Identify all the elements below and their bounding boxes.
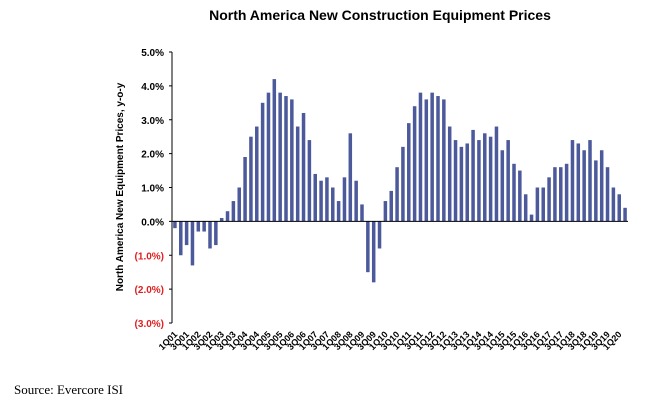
bar bbox=[231, 201, 236, 222]
bar bbox=[214, 221, 218, 246]
bar bbox=[284, 96, 288, 222]
bar bbox=[611, 187, 616, 222]
bar bbox=[535, 187, 540, 222]
bar bbox=[354, 180, 358, 222]
bar bbox=[477, 140, 481, 222]
bar bbox=[208, 221, 212, 249]
bar bbox=[179, 221, 183, 256]
bar bbox=[237, 187, 241, 222]
chart-title: North America New Construction Equipment… bbox=[209, 7, 551, 23]
bar bbox=[418, 92, 423, 222]
y-tick-label: 1.0% bbox=[141, 184, 164, 195]
bar bbox=[190, 221, 195, 266]
bar bbox=[202, 221, 206, 232]
y-tick-label: 2.0% bbox=[141, 150, 164, 161]
bar bbox=[459, 146, 464, 222]
bar bbox=[500, 150, 505, 222]
bar bbox=[512, 163, 516, 222]
x-axis-ticks: 1Q013Q011Q023Q021Q033Q031Q043Q041Q053Q05… bbox=[157, 329, 624, 352]
bar bbox=[453, 140, 458, 222]
bar bbox=[272, 79, 277, 222]
bar bbox=[360, 204, 364, 222]
y-axis-label: North America New Equipment Prices, y-o-… bbox=[115, 82, 126, 291]
bar bbox=[295, 126, 300, 222]
bar bbox=[401, 146, 405, 222]
bar bbox=[488, 136, 493, 222]
y-tick-label: (1.0%) bbox=[135, 251, 164, 262]
bar bbox=[407, 123, 411, 222]
bar bbox=[494, 126, 499, 222]
bar bbox=[377, 221, 382, 249]
bar bbox=[605, 167, 610, 222]
bar bbox=[529, 214, 534, 222]
bar bbox=[331, 187, 335, 222]
bar bbox=[255, 126, 259, 222]
y-tick-label: (2.0%) bbox=[135, 285, 164, 296]
bar bbox=[547, 177, 551, 222]
bar bbox=[594, 160, 598, 222]
y-tick-label: 4.0% bbox=[141, 82, 164, 93]
y-tick-label: 5.0% bbox=[141, 48, 164, 59]
bar bbox=[471, 129, 475, 222]
bar bbox=[325, 177, 329, 222]
bar bbox=[424, 99, 429, 222]
bar bbox=[553, 167, 557, 222]
bar bbox=[623, 207, 627, 222]
bar bbox=[260, 102, 265, 222]
bar bbox=[184, 221, 189, 246]
bar bbox=[483, 133, 487, 222]
bar bbox=[196, 221, 201, 232]
bar bbox=[313, 173, 317, 222]
bar bbox=[249, 136, 253, 222]
bar bbox=[342, 177, 347, 222]
bar bbox=[564, 163, 569, 222]
bar bbox=[173, 221, 177, 229]
bar bbox=[219, 217, 224, 222]
bar bbox=[436, 96, 440, 222]
bar bbox=[290, 99, 294, 222]
bar bbox=[348, 133, 353, 222]
bar bbox=[541, 187, 545, 222]
bar bbox=[599, 150, 604, 222]
bar bbox=[307, 140, 312, 222]
bar bbox=[617, 194, 621, 222]
y-tick-label: 3.0% bbox=[141, 116, 164, 127]
y-tick-label: 0.0% bbox=[141, 217, 164, 228]
bar bbox=[412, 106, 417, 222]
bar bbox=[336, 201, 341, 222]
bar bbox=[243, 157, 247, 222]
bar bbox=[278, 92, 282, 222]
bar bbox=[266, 92, 271, 222]
bar bbox=[518, 170, 522, 222]
bar bbox=[523, 194, 528, 222]
bar-series bbox=[173, 79, 627, 283]
source-note: Source: Evercore ISI bbox=[14, 382, 124, 397]
bar bbox=[465, 143, 469, 222]
bar bbox=[559, 167, 563, 222]
bar bbox=[576, 143, 581, 222]
bar bbox=[430, 92, 434, 222]
bar bbox=[225, 211, 230, 222]
bar bbox=[389, 190, 393, 222]
bar bbox=[588, 140, 592, 222]
bar bbox=[383, 201, 388, 222]
bar bbox=[366, 221, 370, 273]
bar bbox=[371, 221, 376, 283]
y-axis-ticks: 5.0% 4.0% 3.0% 2.0% 1.0% 0.0% (1.0%) (2.0%) (3.0… bbox=[135, 48, 172, 330]
y-tick-label: (3.0%) bbox=[135, 319, 164, 330]
bar bbox=[447, 126, 452, 222]
bar bbox=[570, 140, 575, 222]
bar bbox=[582, 150, 586, 222]
bar bbox=[506, 140, 510, 222]
bar bbox=[442, 99, 446, 222]
bar bbox=[395, 167, 399, 222]
bar bbox=[301, 112, 306, 222]
bar bbox=[319, 180, 323, 222]
